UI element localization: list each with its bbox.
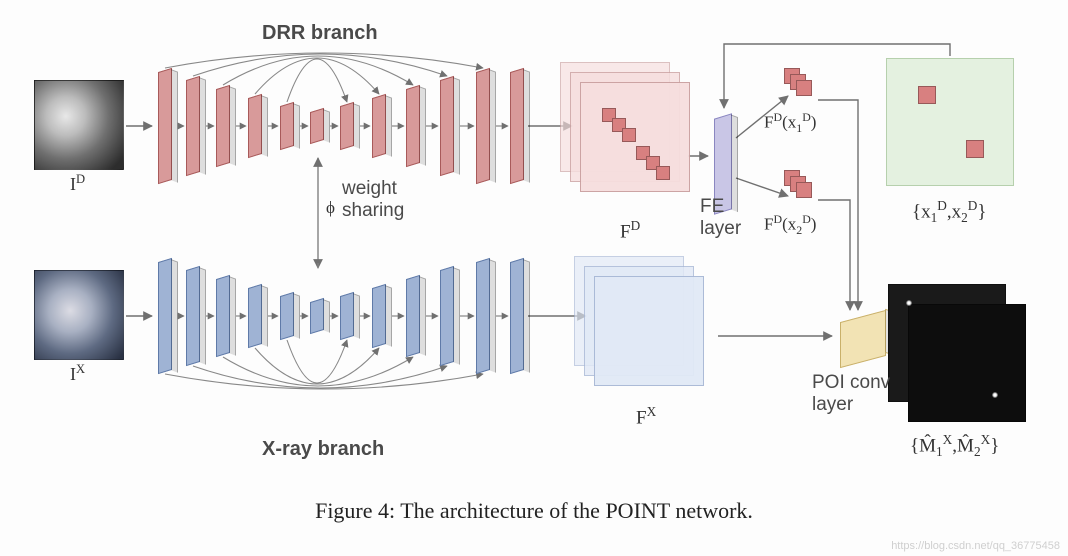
xray-slab-7 bbox=[372, 284, 386, 348]
label-xset: {x1D,x2D} bbox=[912, 198, 987, 226]
fmap-fd-tiny-5 bbox=[656, 166, 670, 180]
label-ix: IX bbox=[70, 362, 85, 385]
xray-slab-4 bbox=[280, 292, 294, 340]
xray-slab-9 bbox=[440, 266, 454, 366]
label-xray-branch: X-ray branch bbox=[262, 438, 384, 461]
xray-slab-0 bbox=[158, 258, 172, 374]
label-fdx2: FD(x2D) bbox=[764, 212, 816, 238]
xset-point-0 bbox=[918, 86, 936, 104]
fmap-fx-layer-0 bbox=[594, 276, 704, 386]
input-image-ID bbox=[34, 80, 124, 170]
fdx1-sq-0 bbox=[796, 80, 812, 96]
label-drr-branch: DRR branch bbox=[262, 22, 378, 45]
fdx2-sq-0 bbox=[796, 182, 812, 198]
label-fx: FX bbox=[636, 404, 656, 429]
input-image-IX bbox=[34, 270, 124, 360]
drr-slab-5 bbox=[310, 108, 324, 144]
mhat-dot-0 bbox=[906, 300, 912, 306]
drr-slab-11 bbox=[510, 68, 524, 184]
drr-slab-3 bbox=[248, 94, 262, 158]
label-mset: {M̂1X,M̂2X} bbox=[910, 432, 999, 460]
label-weight-sharing: weightsharing bbox=[342, 178, 404, 222]
drr-slab-8 bbox=[406, 85, 420, 167]
caption-text: Figure 4: The architecture of the POINT … bbox=[315, 498, 753, 523]
drr-slab-1 bbox=[186, 76, 200, 176]
label-id: ID bbox=[70, 172, 85, 195]
drr-slab-6 bbox=[340, 102, 354, 150]
xray-slab-1 bbox=[186, 266, 200, 366]
label-fe-layer: FElayer bbox=[700, 196, 741, 240]
xray-slab-11 bbox=[510, 258, 524, 374]
label-phi: ϕ bbox=[326, 198, 335, 218]
xray-slab-8 bbox=[406, 275, 420, 357]
xray-slab-2 bbox=[216, 275, 230, 357]
xset-point-1 bbox=[966, 140, 984, 158]
drr-slab-0 bbox=[158, 68, 172, 184]
label-fdx1: FD(x1D) bbox=[764, 110, 816, 136]
diagram-stage: DRR branch X-ray branch weightsharing ϕ FD FX… bbox=[0, 0, 1068, 556]
label-poi-layer: POI convlayer bbox=[812, 372, 890, 416]
mhat-img-1 bbox=[908, 304, 1026, 422]
xray-slab-5 bbox=[310, 298, 324, 334]
xray-slab-3 bbox=[248, 284, 262, 348]
watermark: https://blog.csdn.net/qq_36775458 bbox=[891, 540, 1060, 552]
drr-slab-7 bbox=[372, 94, 386, 158]
xray-slab-6 bbox=[340, 292, 354, 340]
figure-caption: Figure 4: The architecture of the POINT … bbox=[0, 498, 1068, 524]
label-fd: FD bbox=[620, 218, 640, 243]
drr-slab-4 bbox=[280, 102, 294, 150]
fmap-fd-tiny-2 bbox=[622, 128, 636, 142]
drr-slab-10 bbox=[476, 68, 490, 184]
mhat-dot-1 bbox=[992, 392, 998, 398]
drr-slab-2 bbox=[216, 85, 230, 167]
xray-slab-10 bbox=[476, 258, 490, 374]
xset-box bbox=[886, 58, 1014, 186]
drr-slab-9 bbox=[440, 76, 454, 176]
